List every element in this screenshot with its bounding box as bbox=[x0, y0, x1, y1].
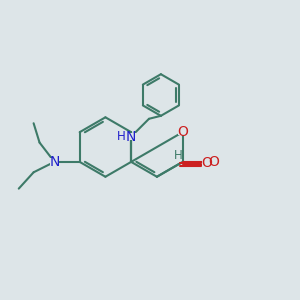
Bar bbox=[126, 133, 136, 140]
Bar bbox=[209, 159, 218, 165]
Bar bbox=[202, 160, 210, 167]
Text: O: O bbox=[177, 125, 188, 139]
Bar bbox=[176, 152, 182, 158]
Bar bbox=[118, 134, 125, 140]
Text: N: N bbox=[49, 155, 60, 169]
Text: H: H bbox=[117, 130, 126, 143]
Bar bbox=[50, 158, 59, 166]
Text: O: O bbox=[201, 156, 212, 170]
Text: O: O bbox=[208, 155, 219, 169]
Bar bbox=[178, 129, 187, 135]
Text: H: H bbox=[174, 148, 183, 162]
Text: N: N bbox=[126, 130, 136, 144]
